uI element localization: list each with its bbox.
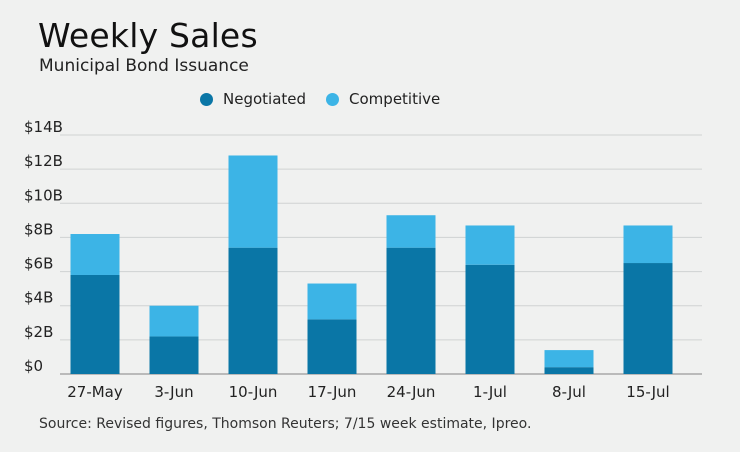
bar-competitive [70,234,120,275]
y-tick-label: $0 [24,357,43,375]
legend-label-negotiated: Negotiated [223,90,307,108]
bar-competitive [623,225,673,264]
source-note: Source: Revised figures, Thomson Reuters… [39,416,532,432]
y-tick-label: $10B [24,186,63,204]
legend-item-competitive: Competitive [326,90,440,108]
bar-negotiated [228,247,278,374]
legend-swatch-negotiated [200,92,213,106]
y-tick-label: $4B [24,289,53,307]
legend-item-negotiated: Negotiated [200,90,306,108]
x-tick-label: 3-Jun [154,383,193,401]
bar-competitive [307,283,357,320]
y-tick-label: $8B [24,220,53,238]
bar-negotiated [544,367,594,374]
chart-legend: Negotiated Competitive [200,90,460,108]
bar-negotiated [623,263,673,374]
y-tick-label: $2B [24,323,53,341]
y-tick-label: $6B [24,255,53,273]
x-tick-label: 27-May [67,383,123,401]
x-tick-label: 10-Jun [229,383,278,401]
bar-negotiated [307,319,357,374]
bar-negotiated [465,264,515,374]
bar-negotiated [149,336,199,374]
legend-label-competitive: Competitive [349,90,441,108]
x-tick-label: 8-Jul [552,383,586,401]
bar-competitive [544,350,594,368]
bar-competitive [386,215,436,248]
bar-negotiated [70,274,120,374]
x-tick-label: 1-Jul [473,383,507,401]
y-tick-label: $14B [24,118,63,136]
bar-competitive [149,305,199,337]
x-tick-label: 24-Jun [387,383,436,401]
chart-title: Weekly Sales [38,16,258,55]
y-tick-label: $12B [24,152,63,170]
bar-competitive [465,225,515,265]
bar-negotiated [386,247,436,374]
chart-subtitle: Municipal Bond Issuance [39,56,249,76]
x-tick-label: 17-Jun [308,383,357,401]
x-tick-label: 15-Jul [626,383,669,401]
legend-swatch-competitive [326,92,340,106]
bar-competitive [228,155,278,248]
